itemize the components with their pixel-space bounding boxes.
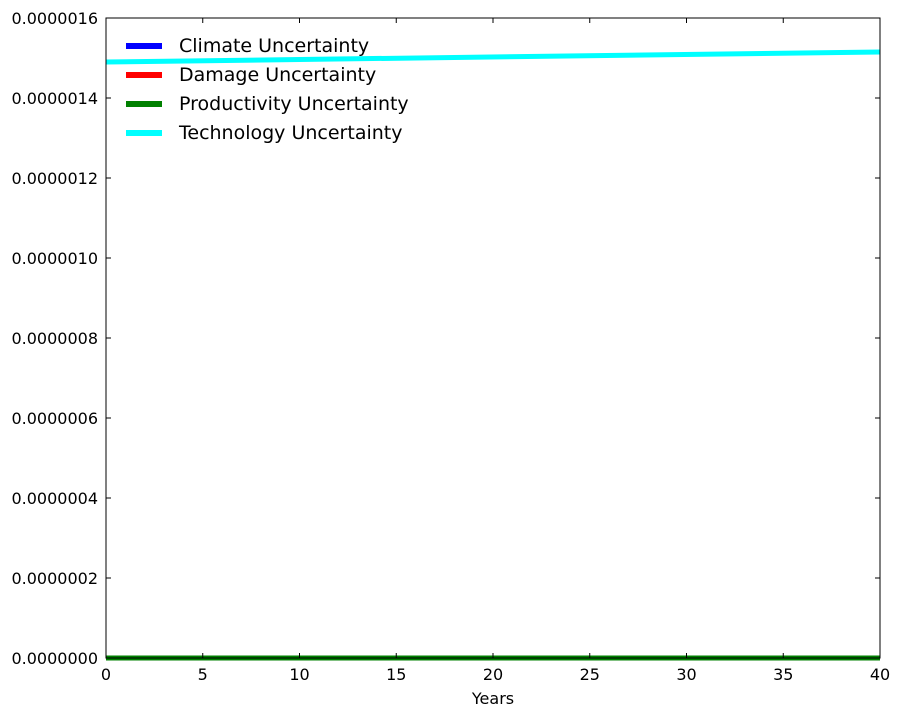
y-tick-label: 0.0000008 — [11, 329, 98, 348]
legend-label-2: Damage Uncertainty — [179, 64, 376, 86]
x-tick-label: 30 — [676, 665, 696, 684]
series-line-4 — [105, 49, 881, 65]
ticks-layer: 0 5 10 15 20 25 30 35 40 0.0000000 0.0000002 0.0000… — [11, 9, 890, 684]
legend: Climate Uncertainty Damage Uncertainty Pro… — [126, 35, 409, 144]
x-tick-label: 0 — [101, 665, 111, 684]
y-tick-label: 0.0000016 — [11, 9, 98, 28]
x-tick-label: 40 — [870, 665, 890, 684]
x-tick-label: 20 — [483, 665, 503, 684]
legend-label-3: Productivity Uncertainty — [179, 93, 409, 115]
x-axis-label: Years — [471, 689, 514, 708]
x-tick-label: 25 — [580, 665, 600, 684]
x-tick-label: 10 — [289, 665, 309, 684]
x-tick-label: 5 — [198, 665, 208, 684]
y-tick-label: 0.0000006 — [11, 409, 98, 428]
y-tick-label: 0.0000012 — [11, 169, 98, 188]
y-tick-label: 0.0000002 — [11, 569, 98, 588]
y-tick-label: 0.0000004 — [11, 489, 98, 508]
y-tick-label: 0.0000010 — [11, 249, 98, 268]
y-tick-label: 0.0000000 — [11, 649, 98, 668]
legend-label-4: Technology Uncertainty — [178, 122, 402, 144]
x-tick-label: 15 — [386, 665, 406, 684]
legend-label-1: Climate Uncertainty — [179, 35, 369, 57]
x-tick-label: 35 — [773, 665, 793, 684]
y-tick-label: 0.0000014 — [11, 89, 98, 108]
